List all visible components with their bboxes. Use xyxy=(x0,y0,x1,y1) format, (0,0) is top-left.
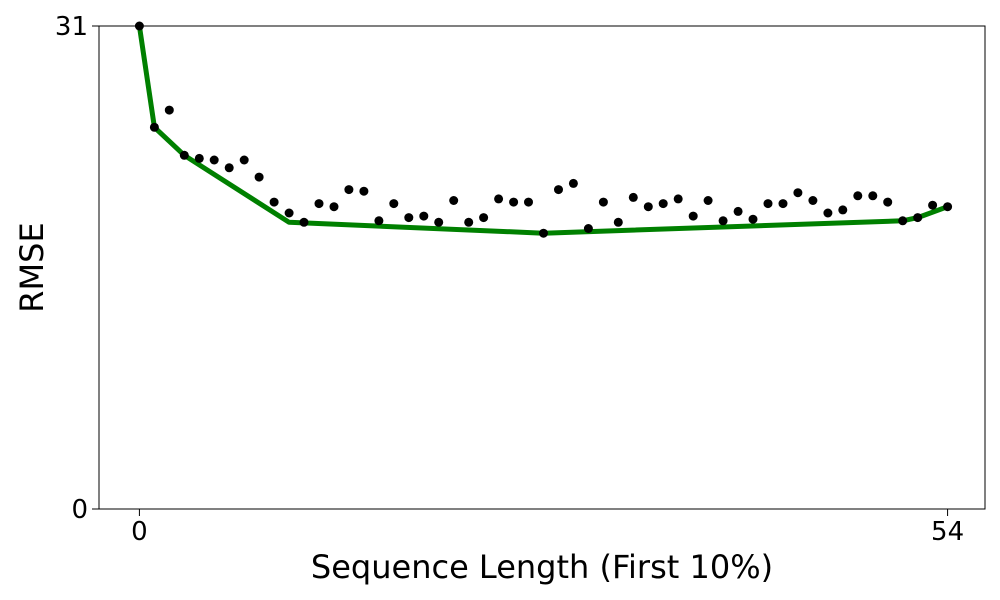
data-point xyxy=(554,185,563,195)
y-tick-label: 31 xyxy=(55,12,88,42)
data-point xyxy=(524,197,533,207)
axes-frame xyxy=(98,25,986,510)
data-point xyxy=(164,105,174,115)
data-point xyxy=(359,186,369,196)
data-point xyxy=(673,194,683,204)
data-point xyxy=(613,217,623,227)
x-axis-label: Sequence Length (First 10%) xyxy=(311,548,773,586)
data-point xyxy=(643,202,653,212)
data-point xyxy=(598,197,608,207)
data-point xyxy=(568,178,578,188)
data-point xyxy=(928,200,938,210)
data-point xyxy=(254,172,264,182)
data-point xyxy=(224,163,234,173)
data-point xyxy=(449,196,459,205)
data-point xyxy=(209,155,219,165)
data-point xyxy=(434,217,444,227)
data-point xyxy=(943,202,953,212)
data-point xyxy=(853,191,863,201)
data-point xyxy=(479,213,489,223)
data-point xyxy=(748,214,758,224)
data-point xyxy=(239,155,249,165)
data-point xyxy=(389,199,399,209)
data-point xyxy=(688,211,698,221)
data-point xyxy=(299,217,309,227)
data-point xyxy=(838,205,848,215)
data-point xyxy=(898,216,908,226)
y-axis-label: RMSE xyxy=(13,222,51,312)
data-point xyxy=(658,199,668,209)
data-point xyxy=(284,208,294,218)
data-point xyxy=(868,191,878,201)
data-point xyxy=(269,197,279,207)
data-point xyxy=(194,153,204,163)
data-point xyxy=(628,192,638,202)
data-point xyxy=(913,213,923,223)
data-point xyxy=(419,211,429,221)
data-point xyxy=(464,217,474,227)
data-point xyxy=(494,194,504,204)
data-point xyxy=(763,199,773,209)
data-point xyxy=(404,213,414,223)
data-point xyxy=(344,185,354,195)
data-point xyxy=(149,122,159,132)
data-point xyxy=(329,202,339,212)
data-point xyxy=(509,197,519,207)
data-point xyxy=(793,188,803,198)
x-tick-label: 54 xyxy=(931,517,964,547)
data-point xyxy=(374,216,384,226)
data-point xyxy=(179,150,189,160)
data-point xyxy=(883,197,893,207)
data-point xyxy=(703,196,713,205)
data-point xyxy=(314,199,324,209)
data-point xyxy=(718,216,728,226)
data-point xyxy=(808,196,818,205)
plot-area xyxy=(134,21,953,238)
data-point xyxy=(733,206,743,216)
data-point xyxy=(539,228,548,238)
x-tick-label: 0 xyxy=(131,517,148,547)
y-tick-label: 0 xyxy=(71,495,88,525)
data-point xyxy=(778,199,788,209)
data-point xyxy=(583,224,593,233)
axis-ticks: 0 54 0 31 xyxy=(55,12,964,547)
data-point xyxy=(823,208,833,218)
